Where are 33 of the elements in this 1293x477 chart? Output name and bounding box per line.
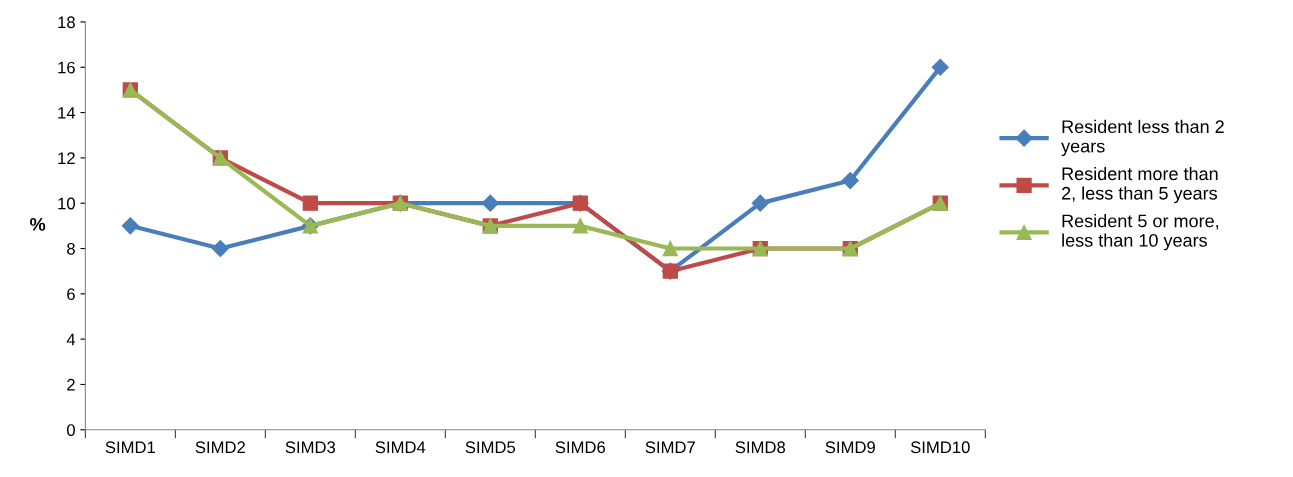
y-tick-label: 14 <box>58 107 76 119</box>
point <box>302 195 318 211</box>
y-tick-label: 0 <box>67 424 75 436</box>
x-tick-label: SIMD9 <box>825 441 875 454</box>
x-tick-label: SIMD10 <box>910 441 970 454</box>
x-tick-label: SIMD8 <box>735 441 786 454</box>
point <box>572 218 588 234</box>
point <box>481 194 499 212</box>
legend-label: Resident 5 or more, less than 10 years <box>1062 214 1219 251</box>
x-tick-label: SIMD1 <box>105 441 155 454</box>
y-tick-label: 8 <box>67 242 75 255</box>
point <box>931 58 949 76</box>
y-tick-label: 10 <box>58 197 75 210</box>
y-tick-label: 2 <box>67 378 75 391</box>
y-tick-label: 12 <box>58 152 75 164</box>
point <box>211 239 229 258</box>
point <box>662 240 678 257</box>
x-tick-label: SIMD4 <box>375 441 426 454</box>
x-tick-label: SIMD7 <box>645 441 695 454</box>
legend-label: Resident less than 2 years <box>1061 119 1224 157</box>
y-tick-label: 18 <box>58 16 75 29</box>
x-tick-label: SIMD6 <box>555 441 606 454</box>
legend-label: Resident more than 2, less than 5 years <box>1062 166 1218 204</box>
y-axis-title: % <box>30 217 46 231</box>
point <box>841 171 859 190</box>
x-tick-label: SIMD5 <box>465 441 516 454</box>
x-tick-label: SIMD2 <box>195 441 245 454</box>
x-tick-label: SIMD3 <box>285 441 336 454</box>
y-tick-label: 16 <box>58 61 75 74</box>
y-tick-label: 4 <box>66 333 76 346</box>
point <box>121 217 139 235</box>
point <box>751 194 769 212</box>
y-tick-label: 6 <box>67 288 75 301</box>
